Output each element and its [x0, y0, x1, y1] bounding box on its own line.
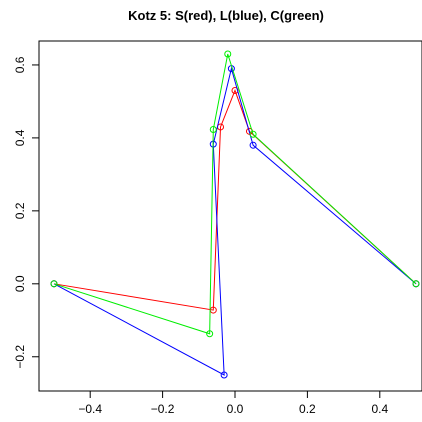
y-tick-label: −0.2: [13, 345, 27, 369]
series-2: [50, 50, 420, 338]
series-line: [53, 53, 417, 335]
axes: −0.4 −0.2 0.0 0.2 0.4 −0.2 0.0 0.2 0.4 0.6: [13, 56, 388, 416]
data-point: [249, 141, 257, 149]
series-layer: [50, 50, 420, 379]
chart-title: Kotz 5: S(red), L(blue), C(green): [128, 8, 324, 23]
data-point: [220, 371, 228, 379]
x-tick-label: 0.0: [227, 402, 244, 416]
data-point: [50, 280, 58, 288]
x-tick-label: 0.4: [371, 402, 388, 416]
data-point: [206, 330, 214, 338]
y-tick-label: 0.6: [13, 56, 27, 73]
series-line: [53, 89, 417, 311]
y-tick-label: 0.0: [13, 275, 27, 292]
series-1: [50, 65, 420, 379]
y-tick-label: 0.2: [13, 202, 27, 219]
data-point: [249, 130, 257, 138]
x-tick-label: −0.4: [78, 402, 102, 416]
plot-frame: [38, 40, 422, 392]
x-tick-label: −0.2: [151, 402, 175, 416]
data-point: [412, 280, 420, 288]
series-0: [50, 86, 420, 314]
data-point: [224, 50, 232, 58]
data-point: [209, 126, 217, 134]
series-line: [53, 66, 417, 376]
x-tick-label: 0.2: [299, 402, 316, 416]
y-tick-label: 0.4: [13, 129, 27, 146]
